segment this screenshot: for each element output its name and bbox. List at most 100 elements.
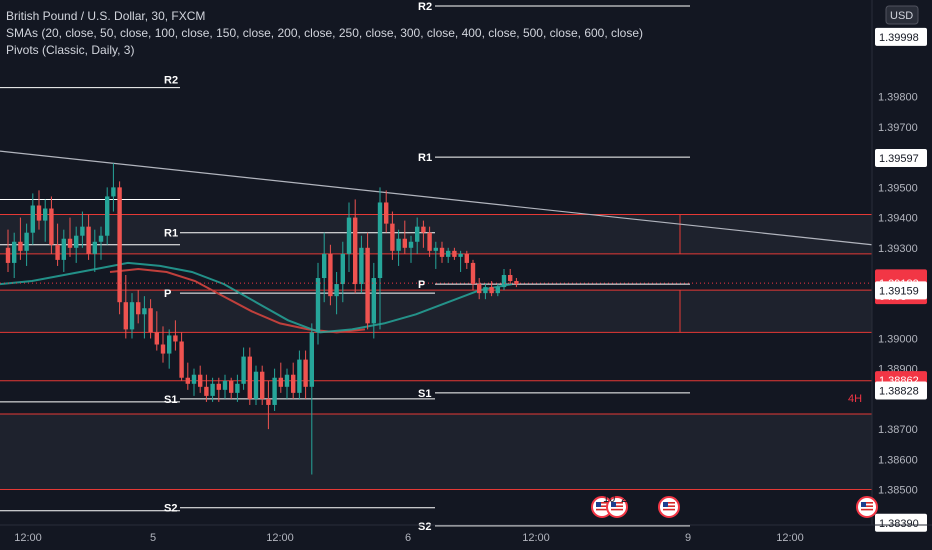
candle[interactable]	[328, 244, 333, 306]
trendline[interactable]	[0, 150, 873, 246]
candle[interactable]	[470, 259, 476, 291]
candle[interactable]	[396, 229, 401, 266]
candle[interactable]	[216, 377, 221, 402]
candle[interactable]	[12, 232, 17, 279]
candle[interactable]	[229, 377, 234, 399]
price-tag[interactable]: 1.39998	[875, 27, 927, 46]
candle[interactable]	[402, 220, 407, 254]
candle[interactable]	[272, 368, 277, 411]
candle[interactable]	[439, 241, 445, 263]
us-flag-icon[interactable]	[856, 496, 878, 518]
candle[interactable]	[18, 217, 23, 260]
candle[interactable]	[483, 284, 488, 300]
candle[interactable]	[123, 275, 128, 339]
candle[interactable]	[508, 268, 513, 285]
candle[interactable]	[111, 163, 116, 212]
candle[interactable]	[446, 247, 451, 263]
candle[interactable]	[365, 232, 370, 330]
candle[interactable]	[5, 229, 11, 272]
candle[interactable]	[235, 374, 240, 402]
candle[interactable]	[340, 241, 345, 303]
us-flag-icon[interactable]	[606, 496, 628, 518]
candle[interactable]	[260, 365, 265, 405]
candle[interactable]	[408, 235, 414, 263]
candle[interactable]	[253, 365, 259, 405]
candle[interactable]	[160, 326, 166, 363]
pivots-indicator-label[interactable]: Pivots (Classic, Daily, 3)	[6, 43, 135, 57]
candle[interactable]	[266, 380, 271, 430]
candle[interactable]	[92, 229, 97, 272]
candle[interactable]	[136, 290, 141, 324]
candle[interactable]	[55, 223, 60, 266]
candle[interactable]	[80, 211, 85, 248]
candle[interactable]	[36, 190, 42, 230]
candle[interactable]	[86, 214, 91, 260]
timeframe-badge[interactable]: 4H	[848, 393, 862, 405]
candle[interactable]	[291, 362, 296, 399]
price-tag[interactable]: 1.39159	[875, 281, 927, 300]
candle[interactable]	[67, 217, 73, 257]
candle[interactable]	[464, 250, 469, 269]
candle[interactable]	[452, 247, 457, 260]
candle[interactable]	[390, 211, 395, 260]
candle[interactable]	[346, 202, 352, 272]
price-tag[interactable]: 1.38390	[875, 513, 927, 532]
candle[interactable]	[303, 350, 308, 399]
candle[interactable]	[489, 281, 494, 297]
candle[interactable]	[173, 320, 178, 351]
us-flag-icon[interactable]	[658, 496, 680, 518]
candle[interactable]	[322, 232, 327, 303]
candle[interactable]	[191, 368, 197, 396]
candle[interactable]	[105, 187, 110, 245]
candle[interactable]	[415, 217, 420, 254]
candle[interactable]	[359, 235, 364, 294]
candle[interactable]	[204, 374, 209, 402]
price-tag[interactable]: 1.39597	[875, 149, 927, 168]
candle[interactable]	[24, 223, 29, 266]
candle[interactable]	[185, 362, 190, 390]
candle[interactable]	[117, 181, 122, 315]
candle[interactable]	[43, 199, 48, 242]
candle[interactable]	[210, 377, 215, 402]
candle[interactable]	[61, 229, 66, 272]
candle[interactable]	[477, 278, 482, 300]
sma-indicator-label[interactable]: SMAs (20, close, 50, close, 100, close, …	[6, 26, 644, 40]
candle[interactable]	[142, 296, 147, 339]
candle[interactable]	[353, 199, 358, 294]
candle[interactable]	[421, 220, 426, 248]
candle[interactable]	[433, 241, 438, 269]
candle[interactable]	[247, 347, 252, 405]
candle[interactable]	[129, 293, 135, 339]
candle[interactable]	[284, 368, 290, 399]
candle[interactable]	[30, 193, 35, 245]
candle[interactable]	[297, 350, 302, 399]
candle[interactable]	[501, 268, 507, 291]
candle[interactable]	[309, 323, 314, 475]
candle[interactable]	[198, 365, 203, 393]
candle[interactable]	[514, 278, 519, 288]
candle[interactable]	[495, 284, 500, 297]
candle[interactable]	[179, 332, 184, 381]
price-tag[interactable]: 1.38828	[875, 381, 927, 400]
candle[interactable]	[377, 187, 383, 330]
symbol-title[interactable]: British Pound / U.S. Dollar, 30, FXCM	[6, 9, 206, 23]
sma-line-slow[interactable]	[109, 267, 366, 334]
sma-line-fast[interactable]	[0, 261, 513, 334]
candle[interactable]	[222, 374, 228, 399]
candle[interactable]	[148, 299, 153, 339]
candle[interactable]	[334, 271, 339, 315]
candle[interactable]	[74, 226, 79, 263]
candle[interactable]	[241, 347, 246, 390]
candle[interactable]	[371, 262, 376, 339]
candle[interactable]	[167, 329, 172, 369]
candle[interactable]	[384, 190, 389, 233]
candle[interactable]	[49, 196, 54, 254]
candle[interactable]	[427, 226, 432, 257]
candle[interactable]	[98, 226, 104, 260]
candle[interactable]	[315, 262, 321, 345]
candle[interactable]	[278, 362, 283, 393]
candle[interactable]	[154, 311, 159, 351]
currency-badge[interactable]: USD	[885, 5, 919, 25]
candle[interactable]	[458, 250, 463, 272]
